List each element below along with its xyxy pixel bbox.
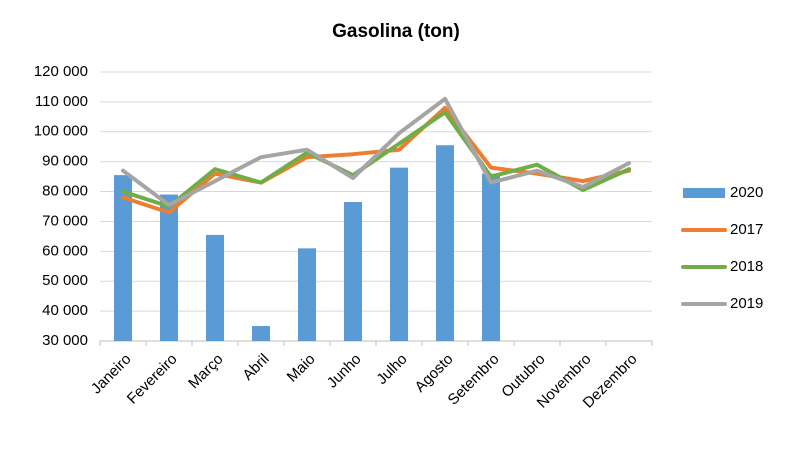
bar (252, 326, 270, 341)
y-tick-label: 30 000 (42, 332, 88, 349)
legend-swatch (683, 188, 725, 198)
y-tick-label: 70 000 (42, 212, 88, 229)
y-tick-label: 40 000 (42, 302, 88, 319)
legend-label: 2019 (730, 295, 763, 312)
bar (344, 202, 362, 341)
y-tick-label: 120 000 (34, 63, 88, 80)
line (121, 110, 631, 209)
y-tick-label: 50 000 (42, 272, 88, 289)
bar (482, 173, 500, 341)
chart-title: Gasolina (ton) (332, 21, 460, 42)
legend-label: 2020 (730, 184, 763, 201)
bar (436, 145, 454, 341)
bar (160, 194, 178, 341)
y-tick-label: 100 000 (34, 123, 88, 140)
y-tick-label: 110 000 (35, 93, 88, 110)
legend-label: 2017 (730, 221, 763, 238)
y-tick-label: 60 000 (42, 242, 88, 259)
bar (298, 248, 316, 341)
bar (114, 175, 132, 341)
y-tick-label: 80 000 (42, 183, 88, 200)
legend-label: 2018 (730, 258, 763, 275)
bar (206, 234, 224, 341)
y-tick-label: 90 000 (42, 153, 88, 170)
bar (390, 167, 408, 341)
line (121, 96, 631, 208)
